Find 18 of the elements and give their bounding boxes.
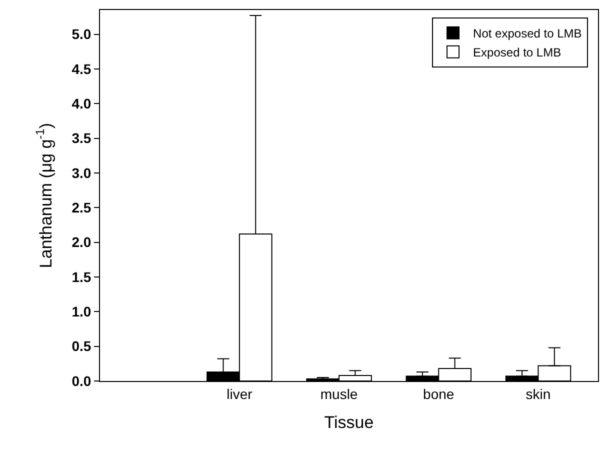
y-tick-label: 4.0: [72, 96, 92, 112]
y-tick-label: 3.0: [72, 164, 92, 181]
y-tick-label: 0.5: [72, 338, 92, 354]
x-tick-label: liver: [226, 386, 253, 402]
y-tick-label: 2.0: [72, 234, 92, 250]
y-tick-label: 1.5: [72, 268, 92, 285]
x-tick-label: skin: [526, 386, 551, 402]
legend-label: Not exposed to LMB: [473, 26, 582, 41]
y-tick-label: 0.0: [72, 372, 92, 389]
y-tick-label: 5.0: [72, 26, 92, 42]
y-tick-label: 3.5: [72, 130, 92, 146]
y-tick-label: 1.0: [72, 304, 92, 320]
y-tick-label: 2.5: [72, 200, 92, 216]
legend-label: Exposed to LMB: [473, 46, 562, 60]
x-tick-label: bone: [423, 386, 454, 402]
x-axis-title: Tissue: [324, 413, 374, 432]
y-tick-label: 4.5: [72, 60, 92, 77]
x-tick-label: musle: [320, 386, 358, 402]
